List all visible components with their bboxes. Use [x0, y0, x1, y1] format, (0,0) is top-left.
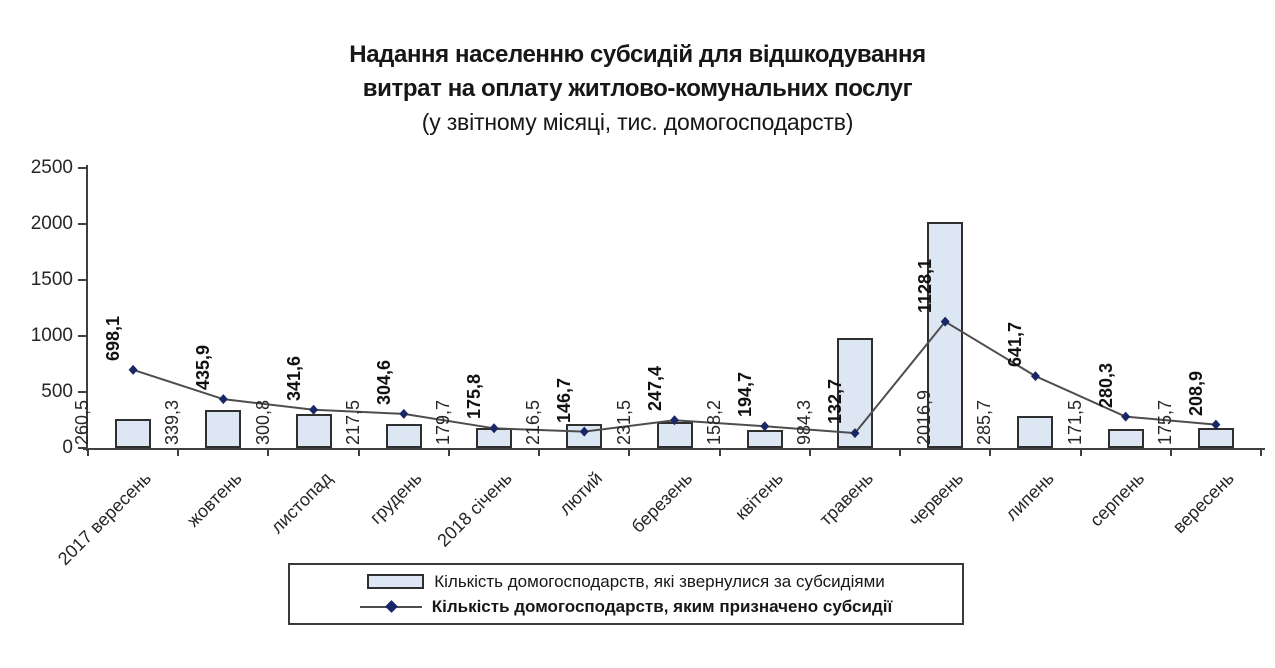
bar-value-label: 175,7: [1154, 399, 1175, 445]
x-axis-tick: [87, 449, 89, 456]
chart-title-subtitle: (у звітному місяці, тис. домогосподарств…: [421, 109, 854, 135]
y-axis-label: 2500: [30, 157, 73, 178]
line-value-label: 1128,1: [915, 258, 936, 313]
legend-item-assigned: Кількість домогосподарств, яким призначе…: [290, 597, 962, 617]
x-axis-label: вересень: [1168, 468, 1239, 538]
line-value-label: 146,7: [554, 377, 575, 423]
x-axis-tick: [1079, 449, 1082, 456]
x-axis-tick: [1260, 449, 1262, 456]
line-value-label: 194,7: [734, 372, 755, 418]
bar-value-label: 231,5: [613, 399, 634, 445]
y-axis-label: 1500: [30, 269, 73, 290]
bar-value-label: 158,2: [703, 399, 724, 445]
bar: [656, 422, 693, 448]
line-value-label: 280,3: [1095, 362, 1116, 408]
line-value-label: 208,9: [1185, 370, 1206, 416]
bar: [385, 423, 422, 448]
x-axis-label: листопад: [266, 468, 336, 538]
chart-title: Надання населенню субсидій для відшкодув…: [0, 38, 1275, 138]
x-axis-label: квітень: [731, 468, 787, 524]
bar-value-label: 2016,9: [914, 389, 935, 445]
line-value-label: 641,7: [1005, 322, 1026, 368]
bar-value-label: 217,5: [342, 399, 363, 445]
bar-value-label: 179,7: [433, 399, 454, 445]
x-axis-tick: [538, 449, 541, 456]
bar-value-label: 260,5: [72, 399, 93, 445]
bar: [836, 337, 873, 448]
line-value-label: 175,8: [464, 374, 485, 420]
x-axis-tick: [177, 449, 180, 456]
bar: [295, 414, 332, 448]
bar-value-label: 339,3: [162, 399, 183, 445]
x-axis-tick: [1169, 449, 1172, 456]
line-value-label: 435,9: [193, 345, 214, 391]
line-value-label: 304,6: [373, 359, 394, 405]
bar: [205, 409, 242, 448]
bar-value-label: 300,8: [252, 399, 273, 445]
bar: [115, 418, 152, 448]
bar-value-label: 216,5: [523, 399, 544, 445]
y-axis-label: 1000: [30, 325, 73, 346]
diamond-marker-icon: [384, 599, 398, 613]
x-axis-label: травень: [815, 468, 878, 530]
x-axis-label: 2017 вересень: [54, 468, 156, 569]
legend-bar-swatch: [367, 574, 425, 589]
legend-line-label: Кількість домогосподарств, яким призначе…: [431, 596, 893, 616]
x-axis-label: серпень: [1085, 468, 1148, 531]
chart-title-line-2: витрат на оплату житлово-комунальних пос…: [362, 75, 913, 102]
bar-value-label: 285,7: [974, 399, 995, 445]
line-value-label: 247,4: [644, 366, 665, 412]
y-axis-label: 0: [62, 437, 73, 458]
y-axis-tick: [78, 335, 87, 337]
y-axis-tick: [78, 223, 87, 225]
x-axis-tick: [808, 449, 811, 456]
x-axis-tick: [718, 449, 721, 456]
x-axis-label: липень: [1001, 468, 1058, 525]
x-axis-label: грудень: [366, 468, 426, 528]
bar-value-label: 984,3: [793, 399, 814, 445]
y-axis-tick: [78, 447, 87, 449]
line-value-label: 698,1: [103, 315, 124, 361]
chart-title-line-1: Надання населенню субсидій для відшкодув…: [349, 41, 926, 68]
y-axis-tick: [78, 391, 87, 393]
y-axis-tick: [78, 279, 87, 281]
line-value-label: 132,7: [824, 379, 845, 425]
y-axis: [86, 165, 88, 451]
bar: [1107, 428, 1144, 448]
y-axis-label: 500: [41, 381, 73, 402]
x-axis-tick: [357, 449, 360, 456]
legend-line-swatch: [359, 599, 422, 613]
bar: [1017, 416, 1054, 448]
x-axis-tick: [267, 449, 270, 456]
x-axis-label: червень: [905, 468, 968, 531]
line-value-label: 341,6: [283, 355, 304, 401]
assigned-line-series: [128, 316, 1221, 439]
x-axis-tick: [447, 449, 450, 456]
legend-bar-label: Кількість домогосподарств, які звернулис…: [434, 571, 885, 591]
x-axis-label: жовтень: [182, 468, 246, 531]
bar: [746, 430, 783, 448]
bar-value-label: 171,5: [1064, 399, 1085, 445]
x-axis-tick: [989, 449, 992, 456]
x-axis-tick: [628, 449, 631, 456]
legend: Кількість домогосподарств, які звернулис…: [288, 563, 964, 625]
x-axis: [83, 448, 1265, 450]
x-axis-label: 2018 січень: [433, 468, 517, 551]
y-axis-tick: [78, 167, 87, 169]
y-axis-label: 2000: [30, 213, 73, 234]
x-axis-label: лютий: [555, 468, 607, 519]
x-axis-tick: [899, 449, 902, 456]
legend-item-applied: Кількість домогосподарств, які звернулис…: [290, 572, 962, 592]
x-axis-label: березень: [627, 468, 697, 537]
